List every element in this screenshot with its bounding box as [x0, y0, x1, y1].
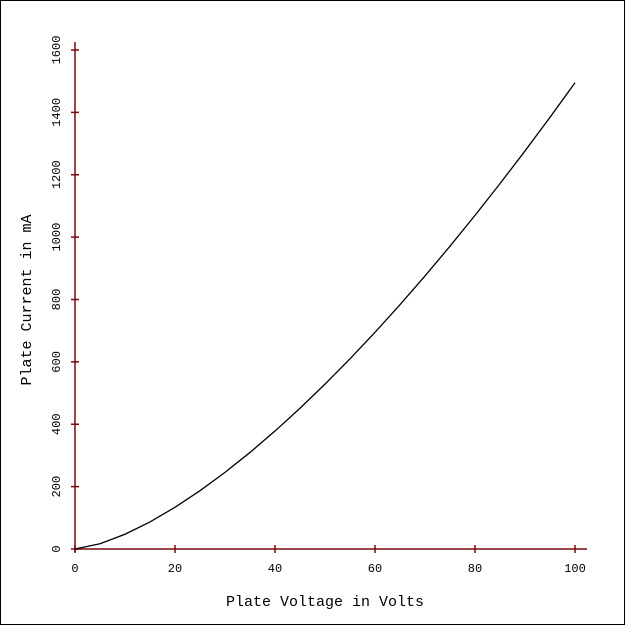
line [74, 82, 576, 550]
x-tick-label: 100 [564, 562, 586, 576]
y-tick-label: 0 [50, 545, 64, 552]
y-tick-label: 600 [50, 351, 64, 373]
y-tick-label: 1400 [50, 98, 64, 127]
y-tick-label: 1000 [50, 223, 64, 252]
x-axis-label: Plate Voltage in Volts [226, 594, 424, 611]
x-tick-label: 0 [71, 562, 78, 576]
y-tick-label: 200 [50, 476, 64, 498]
x-tick-label: 80 [468, 562, 482, 576]
y-tick-label: 400 [50, 413, 64, 435]
y-tick-label: 1600 [50, 36, 64, 65]
x-tick-label: 40 [268, 562, 282, 576]
y-axis-label: Plate Current in mA [19, 214, 36, 385]
y-tick-label: 800 [50, 289, 64, 311]
y-tick-label: 1200 [50, 160, 64, 189]
x-tick-label: 60 [368, 562, 382, 576]
x-tick-label: 20 [168, 562, 182, 576]
